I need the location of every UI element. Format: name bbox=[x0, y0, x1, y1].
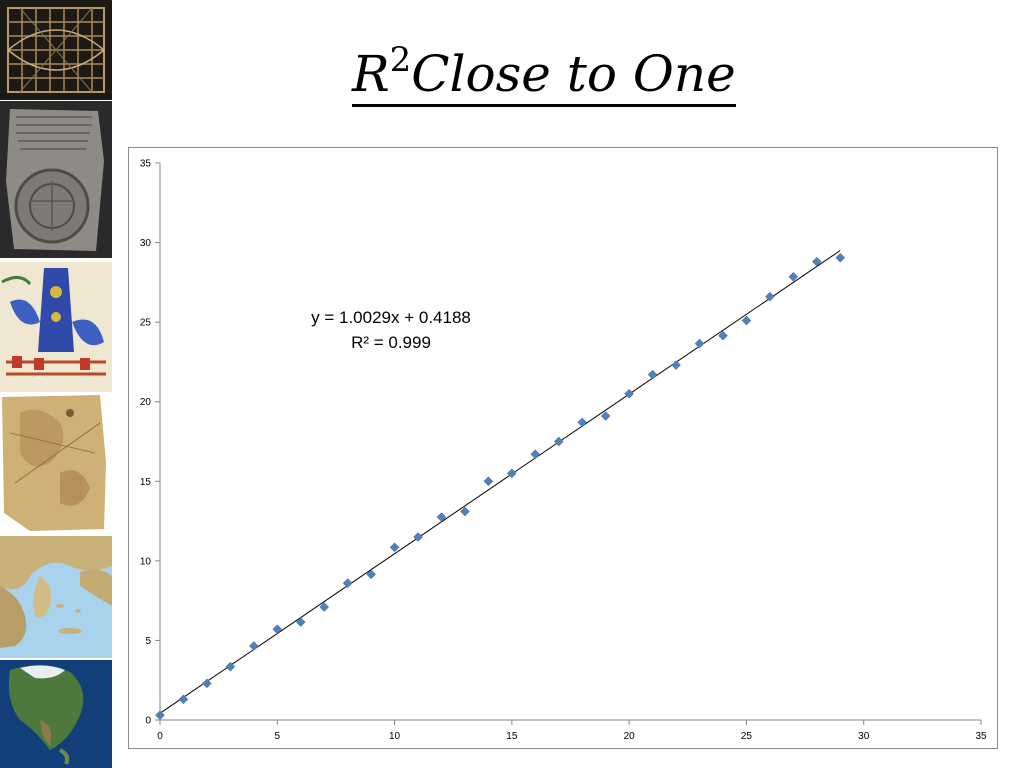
y-tick-label: 15 bbox=[140, 477, 152, 488]
data-point bbox=[295, 617, 306, 627]
data-point bbox=[342, 578, 353, 588]
title-text: Close to One bbox=[411, 45, 736, 103]
y-tick-label: 20 bbox=[140, 397, 152, 408]
x-tick-label: 30 bbox=[858, 731, 870, 742]
data-point bbox=[600, 411, 611, 421]
data-point bbox=[460, 506, 470, 517]
data-point bbox=[835, 252, 846, 263]
data-point bbox=[741, 315, 752, 326]
trendline-equation-label: y = 1.0029x + 0.4188 bbox=[311, 308, 471, 327]
data-point bbox=[624, 388, 634, 399]
x-tick-label: 0 bbox=[157, 731, 163, 742]
title-superscript: 2 bbox=[389, 40, 412, 80]
grid-chart-thumbnail bbox=[0, 0, 112, 100]
y-tick-label: 30 bbox=[140, 238, 152, 249]
data-point bbox=[694, 338, 705, 349]
data-point bbox=[155, 710, 165, 721]
slide-title: R2Close to One bbox=[352, 30, 736, 107]
data-point bbox=[389, 542, 400, 553]
x-tick-label: 15 bbox=[506, 731, 518, 742]
data-point bbox=[530, 449, 541, 460]
trendline bbox=[159, 250, 841, 714]
data-point bbox=[202, 678, 212, 689]
y-tick-label: 35 bbox=[140, 159, 152, 170]
north-america-satellite-thumbnail bbox=[0, 660, 112, 768]
data-point bbox=[811, 256, 822, 267]
data-point bbox=[507, 468, 517, 479]
clay-tablet-map-thumbnail bbox=[0, 101, 112, 258]
data-point bbox=[272, 624, 283, 635]
data-point bbox=[178, 694, 189, 705]
y-tick-label: 0 bbox=[145, 716, 151, 727]
data-point bbox=[225, 661, 236, 672]
chart-ticks: 0 5 10 15 20 25 30 35 0 5 10 15 20 25 30 35 bbox=[140, 159, 987, 743]
thumbnail-strip bbox=[0, 0, 114, 768]
chart-frame: 0 5 10 15 20 25 30 35 0 5 10 15 20 25 30 35 y = 1.0029x… bbox=[128, 147, 998, 749]
data-point bbox=[577, 417, 588, 428]
data-point bbox=[319, 602, 330, 612]
data-point bbox=[413, 532, 423, 542]
data-point bbox=[436, 512, 447, 522]
x-tick-label: 35 bbox=[975, 731, 987, 742]
data-point bbox=[765, 291, 775, 302]
aegean-map-thumbnail bbox=[0, 536, 112, 658]
trendline-group bbox=[159, 250, 841, 714]
r-squared-label: R² = 0.999 bbox=[351, 333, 431, 352]
parchment-map-thumbnail bbox=[0, 393, 112, 533]
data-point bbox=[647, 369, 658, 380]
x-tick-label: 5 bbox=[275, 731, 281, 742]
data-point bbox=[718, 330, 728, 341]
data-point bbox=[671, 360, 681, 370]
data-point bbox=[483, 476, 494, 487]
x-tick-label: 20 bbox=[624, 731, 636, 742]
data-point bbox=[788, 271, 799, 282]
title-variable: R bbox=[352, 45, 390, 103]
y-tick-label: 25 bbox=[140, 318, 152, 329]
y-tick-label: 5 bbox=[145, 636, 151, 647]
data-point bbox=[248, 641, 259, 651]
chart-axes bbox=[159, 163, 981, 721]
scatter-chart: 0 5 10 15 20 25 30 35 0 5 10 15 20 25 30 35 y = 1.0029x… bbox=[140, 159, 987, 743]
x-tick-label: 25 bbox=[741, 731, 753, 742]
y-tick-label: 10 bbox=[140, 556, 152, 567]
data-point bbox=[366, 569, 376, 580]
cosmological-map-thumbnail bbox=[0, 262, 112, 392]
x-tick-label: 10 bbox=[389, 731, 401, 742]
data-point bbox=[553, 436, 564, 447]
data-points bbox=[155, 252, 846, 721]
